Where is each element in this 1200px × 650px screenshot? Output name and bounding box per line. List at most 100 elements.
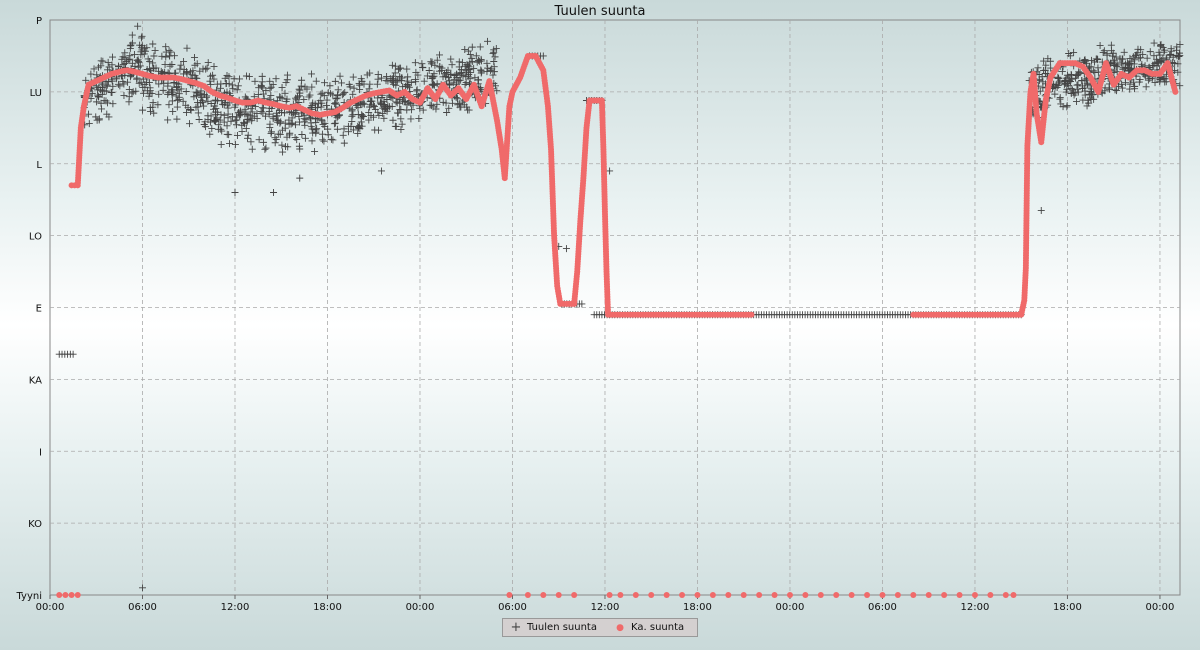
data-point-raw [330, 120, 338, 128]
data-point-raw [377, 74, 385, 82]
dot-marker-icon: ● [616, 622, 624, 633]
data-point-raw [386, 103, 394, 111]
data-point-raw [233, 113, 241, 121]
data-point-raw [92, 113, 100, 121]
data-point-raw [169, 108, 177, 116]
data-point-raw [322, 101, 330, 109]
data-point-raw [441, 70, 449, 78]
data-point-raw [166, 62, 174, 70]
data-point-raw [266, 84, 274, 92]
data-point-raw [476, 57, 484, 65]
data-point-raw [145, 79, 153, 87]
data-point-raw [468, 43, 476, 51]
data-point-avg [617, 592, 624, 598]
data-point-raw [281, 119, 289, 127]
data-point-raw [486, 66, 494, 74]
data-point-raw [1081, 57, 1089, 65]
data-point-raw [324, 89, 332, 97]
data-point-raw [137, 51, 145, 59]
data-point-raw [1034, 64, 1042, 72]
data-point-raw [229, 85, 237, 93]
data-point-raw [1120, 48, 1128, 56]
data-point-raw [357, 114, 365, 122]
data-point-raw [190, 93, 198, 101]
data-point-raw [210, 75, 218, 83]
data-point-raw [347, 122, 355, 130]
data-point-raw [109, 53, 117, 61]
data-point-raw [411, 59, 419, 67]
data-point-raw [468, 54, 476, 62]
data-point-raw [340, 139, 348, 147]
data-point-raw [371, 106, 379, 114]
data-point-raw [288, 119, 296, 127]
data-point-raw [335, 111, 343, 119]
data-point-raw [464, 47, 472, 55]
data-point-raw [489, 50, 497, 58]
data-point-raw [467, 68, 475, 76]
data-point-raw [248, 108, 256, 116]
data-point-raw [97, 86, 105, 94]
data-point-avg [748, 311, 755, 318]
data-point-avg [648, 592, 655, 598]
data-point-raw [244, 134, 252, 142]
data-point-raw [207, 80, 215, 88]
data-point-raw [418, 60, 426, 68]
data-point-raw [438, 64, 446, 72]
data-point-raw [306, 91, 314, 99]
data-point-raw [262, 86, 270, 94]
data-point-raw [420, 77, 428, 85]
y-tick-label: E [36, 304, 42, 315]
data-point-raw [94, 92, 102, 100]
data-point-avg [524, 592, 531, 598]
data-point-raw [462, 73, 470, 81]
data-point-raw [472, 52, 480, 60]
data-point-raw [333, 91, 341, 99]
data-point-raw [1063, 102, 1071, 110]
data-point-raw [443, 109, 451, 116]
data-point-raw [188, 71, 196, 79]
data-point-raw [336, 72, 344, 80]
data-point-raw [1176, 40, 1184, 48]
data-point-raw [413, 86, 421, 94]
data-point-avg [571, 592, 578, 598]
data-point-raw [119, 53, 127, 61]
data-point-raw [435, 51, 443, 59]
data-point-raw [415, 114, 423, 122]
data-point-raw [139, 106, 147, 114]
data-point-raw [226, 140, 234, 148]
data-point-raw [213, 80, 221, 88]
data-point-raw [129, 88, 137, 96]
data-point-raw [1137, 46, 1145, 54]
data-point-raw [1074, 81, 1082, 89]
data-point-raw [219, 100, 227, 108]
data-point-raw [450, 79, 458, 87]
data-point-raw [224, 104, 232, 112]
data-point-raw [375, 111, 383, 119]
y-tick-label: KA [29, 375, 42, 386]
data-point-avg [786, 592, 793, 598]
data-point-raw [149, 103, 157, 111]
data-point-raw [1110, 58, 1118, 66]
data-point-raw [218, 127, 226, 135]
data-point-raw [1085, 99, 1093, 107]
data-point-raw [158, 52, 166, 60]
data-point-raw [291, 110, 299, 118]
data-point-raw [1068, 71, 1076, 79]
data-point-raw [375, 126, 383, 134]
data-point-raw [104, 99, 112, 107]
data-point-raw [147, 108, 155, 116]
data-point-avg [679, 592, 686, 598]
data-point-raw [136, 62, 144, 70]
data-point-raw [391, 62, 399, 70]
data-point-raw [1073, 85, 1081, 93]
data-point-raw [1176, 82, 1184, 90]
data-point-raw [102, 82, 110, 90]
data-point-raw [93, 71, 101, 79]
data-point-raw [1090, 95, 1098, 103]
data-point-raw [392, 98, 400, 106]
data-point-raw [140, 44, 148, 52]
data-point-raw [1080, 56, 1088, 64]
data-point-raw [1150, 52, 1158, 60]
data-point-raw [1121, 79, 1129, 87]
x-tick-label: 12:00 [961, 602, 990, 613]
